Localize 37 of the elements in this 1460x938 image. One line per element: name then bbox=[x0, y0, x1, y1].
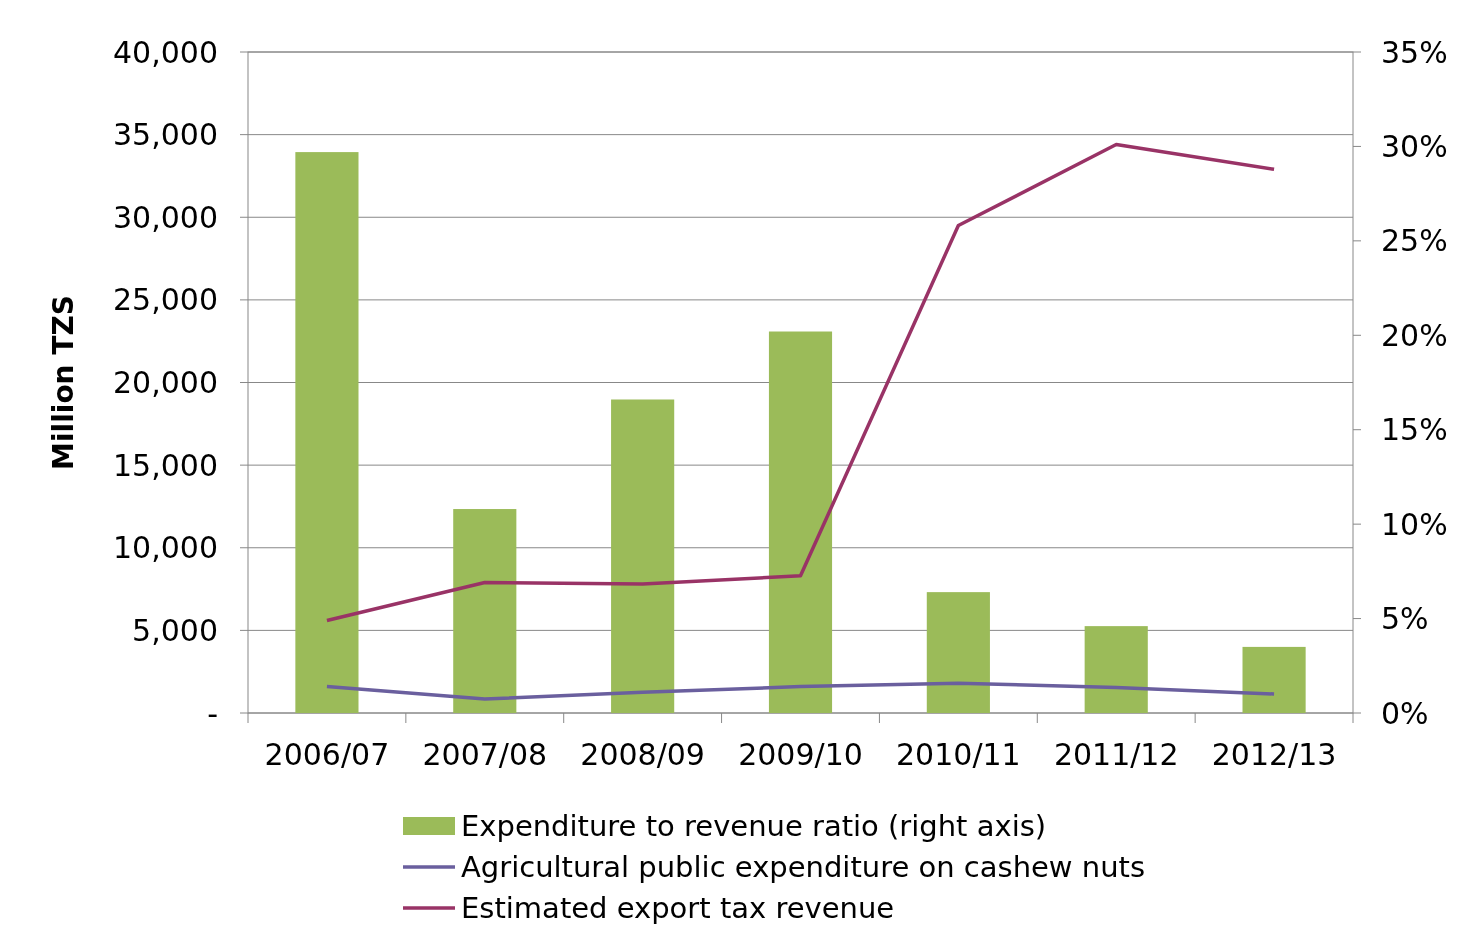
x-tick-label: 2007/08 bbox=[422, 737, 548, 772]
x-tick-label: 2009/10 bbox=[738, 737, 863, 772]
y2-tick-label: 15% bbox=[1381, 412, 1448, 448]
x-tick-label: 2011/12 bbox=[1053, 737, 1179, 772]
legend-label: Expenditure to revenue ratio (right axis) bbox=[461, 809, 1047, 844]
y-tick-label: 20,000 bbox=[113, 365, 218, 400]
bar bbox=[453, 509, 517, 713]
line-series bbox=[325, 142, 1276, 623]
y2-tick-label: 35% bbox=[1381, 34, 1448, 70]
y2-tick-label: 25% bbox=[1381, 223, 1448, 259]
bar bbox=[295, 152, 359, 713]
y-tick-label: 40,000 bbox=[113, 34, 218, 70]
y-tick-label: 35,000 bbox=[113, 117, 218, 153]
x-tick-label: 2010/11 bbox=[896, 737, 1021, 772]
line-series bbox=[325, 681, 1276, 701]
y-tick-label: 25,000 bbox=[113, 282, 218, 318]
y2-tick-label: 10% bbox=[1381, 506, 1448, 542]
y-tick-label: - bbox=[207, 695, 218, 731]
legend-label: Agricultural public expenditure on cashew nuts bbox=[461, 850, 1146, 885]
x-tick-label: 2012/13 bbox=[1211, 737, 1337, 772]
y2-tick-label: 30% bbox=[1381, 128, 1448, 164]
y-tick-label: 30,000 bbox=[113, 199, 218, 235]
bar bbox=[926, 592, 990, 713]
y-tick-label: 10,000 bbox=[113, 530, 218, 566]
y-axis-title: Million TZS bbox=[47, 295, 80, 470]
y2-tick-label: 5% bbox=[1381, 601, 1429, 637]
y-tick-label: 15,000 bbox=[113, 447, 218, 483]
y-tick-label: 5,000 bbox=[132, 612, 218, 648]
y2-tick-label: 0% bbox=[1381, 695, 1429, 731]
legend-label: Estimated export tax revenue bbox=[461, 891, 895, 926]
x-tick-label: 2006/07 bbox=[264, 737, 390, 772]
bar bbox=[1242, 646, 1306, 713]
bar bbox=[768, 331, 833, 713]
y2-tick-label: 20% bbox=[1381, 317, 1448, 353]
bar bbox=[611, 399, 675, 713]
x-tick-label: 2008/09 bbox=[580, 737, 705, 772]
bar bbox=[1084, 626, 1148, 713]
